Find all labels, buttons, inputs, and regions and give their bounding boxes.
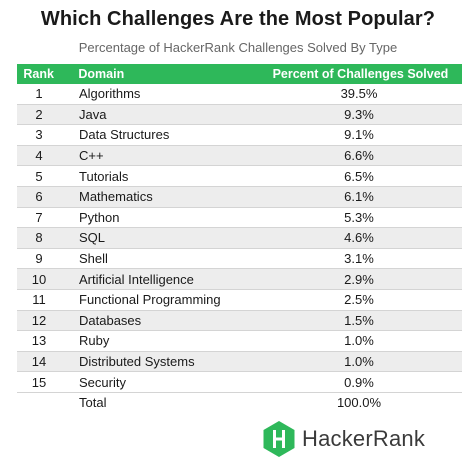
hackerrank-logo: HackerRank xyxy=(262,420,425,458)
domain-cell: Algorithms xyxy=(79,86,141,102)
percent-cell: 4.6% xyxy=(344,230,374,246)
domain-cell: Java xyxy=(79,106,107,122)
domain-cell: Security xyxy=(79,374,126,390)
column-header-percent: Percent of Challenges Solved xyxy=(272,67,449,81)
challenges-table: Rank Domain Percent of Challenges Solved… xyxy=(17,64,462,413)
column-header-domain: Domain xyxy=(78,67,125,81)
percent-cell: 2.5% xyxy=(344,292,374,308)
percent-cell: 6.6% xyxy=(344,148,374,164)
brand-name: HackerRank xyxy=(302,426,426,451)
table-row: 6 Mathematics 6.1% xyxy=(17,186,462,208)
percent-cell: 3.1% xyxy=(344,251,374,267)
percent-cell: 0.9% xyxy=(344,374,374,390)
rank-cell: 8 xyxy=(35,230,43,246)
chart-subtitle: Percentage of HackerRank Challenges Solv… xyxy=(78,40,398,55)
table-header: Rank Domain Percent of Challenges Solved xyxy=(17,64,462,84)
total-row: Total 100.0% xyxy=(17,393,462,413)
domain-cell: Databases xyxy=(79,312,142,328)
domain-cell: Python xyxy=(79,209,120,225)
domain-cell: Mathematics xyxy=(79,189,153,205)
rank-cell: 12 xyxy=(31,312,47,328)
percent-cell: 9.3% xyxy=(344,106,374,122)
rank-cell: 15 xyxy=(31,374,47,390)
rank-cell: 14 xyxy=(31,354,47,370)
rank-cell: 3 xyxy=(35,127,43,143)
chart-title: Which Challenges Are the Most Popular? xyxy=(40,8,436,30)
percent-cell: 1.0% xyxy=(344,354,374,370)
column-header-rank: Rank xyxy=(23,67,54,81)
table-row: 2 Java 9.3% xyxy=(17,104,462,126)
table-row: 4 C++ 6.6% xyxy=(17,145,462,167)
domain-cell: Tutorials xyxy=(79,168,129,184)
rank-cell: 5 xyxy=(35,168,43,184)
domain-cell: Distributed Systems xyxy=(79,354,195,370)
rank-cell: 10 xyxy=(31,271,47,287)
percent-cell: 6.5% xyxy=(344,168,374,184)
table-row: 13 Ruby 1.0% xyxy=(17,331,462,352)
table-row: 14 Distributed Systems 1.0% xyxy=(17,351,462,373)
percent-cell: 9.1% xyxy=(344,127,374,143)
table-row: 5 Tutorials 6.5% xyxy=(17,166,462,187)
domain-cell: Shell xyxy=(79,251,108,267)
domain-cell: Data Structures xyxy=(79,127,170,143)
rank-cell: 1 xyxy=(35,86,43,102)
percent-cell: 2.9% xyxy=(344,271,374,287)
table-row: 11 Functional Programming 2.5% xyxy=(17,290,462,311)
table-row: 1 Algorithms 39.5% xyxy=(17,84,462,105)
domain-cell: SQL xyxy=(79,230,106,246)
table-row: 9 Shell 3.1% xyxy=(17,249,462,270)
domain-cell: C++ xyxy=(79,148,104,164)
rank-cell: 11 xyxy=(32,292,46,308)
table-row: 3 Data Structures 9.1% xyxy=(17,125,462,146)
rank-cell: 7 xyxy=(35,209,43,225)
total-value: 100.0% xyxy=(336,395,382,411)
table-row: 12 Databases 1.5% xyxy=(17,310,462,332)
domain-cell: Ruby xyxy=(79,333,110,349)
rank-cell: 2 xyxy=(35,106,43,122)
table-row: 7 Python 5.3% xyxy=(17,208,462,229)
percent-cell: 1.0% xyxy=(344,333,374,349)
rank-cell: 13 xyxy=(31,333,47,349)
domain-cell: Artificial Intelligence xyxy=(79,271,194,287)
rank-cell: 6 xyxy=(35,189,43,205)
table-row: 8 SQL 4.6% xyxy=(17,228,462,249)
rank-cell: 9 xyxy=(35,251,43,267)
total-label: Total xyxy=(79,395,107,411)
percent-cell: 1.5% xyxy=(344,312,374,328)
table-row: 10 Artificial Intelligence 2.9% xyxy=(17,269,462,290)
table-body: 1 Algorithms 39.5% 2 Java 9.3% 3 Data Structure… xyxy=(17,84,462,393)
rank-cell: 4 xyxy=(35,148,43,164)
table-row: 15 Security 0.9% xyxy=(17,372,462,393)
percent-cell: 39.5% xyxy=(340,86,378,102)
percent-cell: 6.1% xyxy=(344,189,374,205)
domain-cell: Functional Programming xyxy=(79,292,221,308)
percent-cell: 5.3% xyxy=(344,209,374,225)
hackerrank-hexagon-icon xyxy=(263,421,295,457)
